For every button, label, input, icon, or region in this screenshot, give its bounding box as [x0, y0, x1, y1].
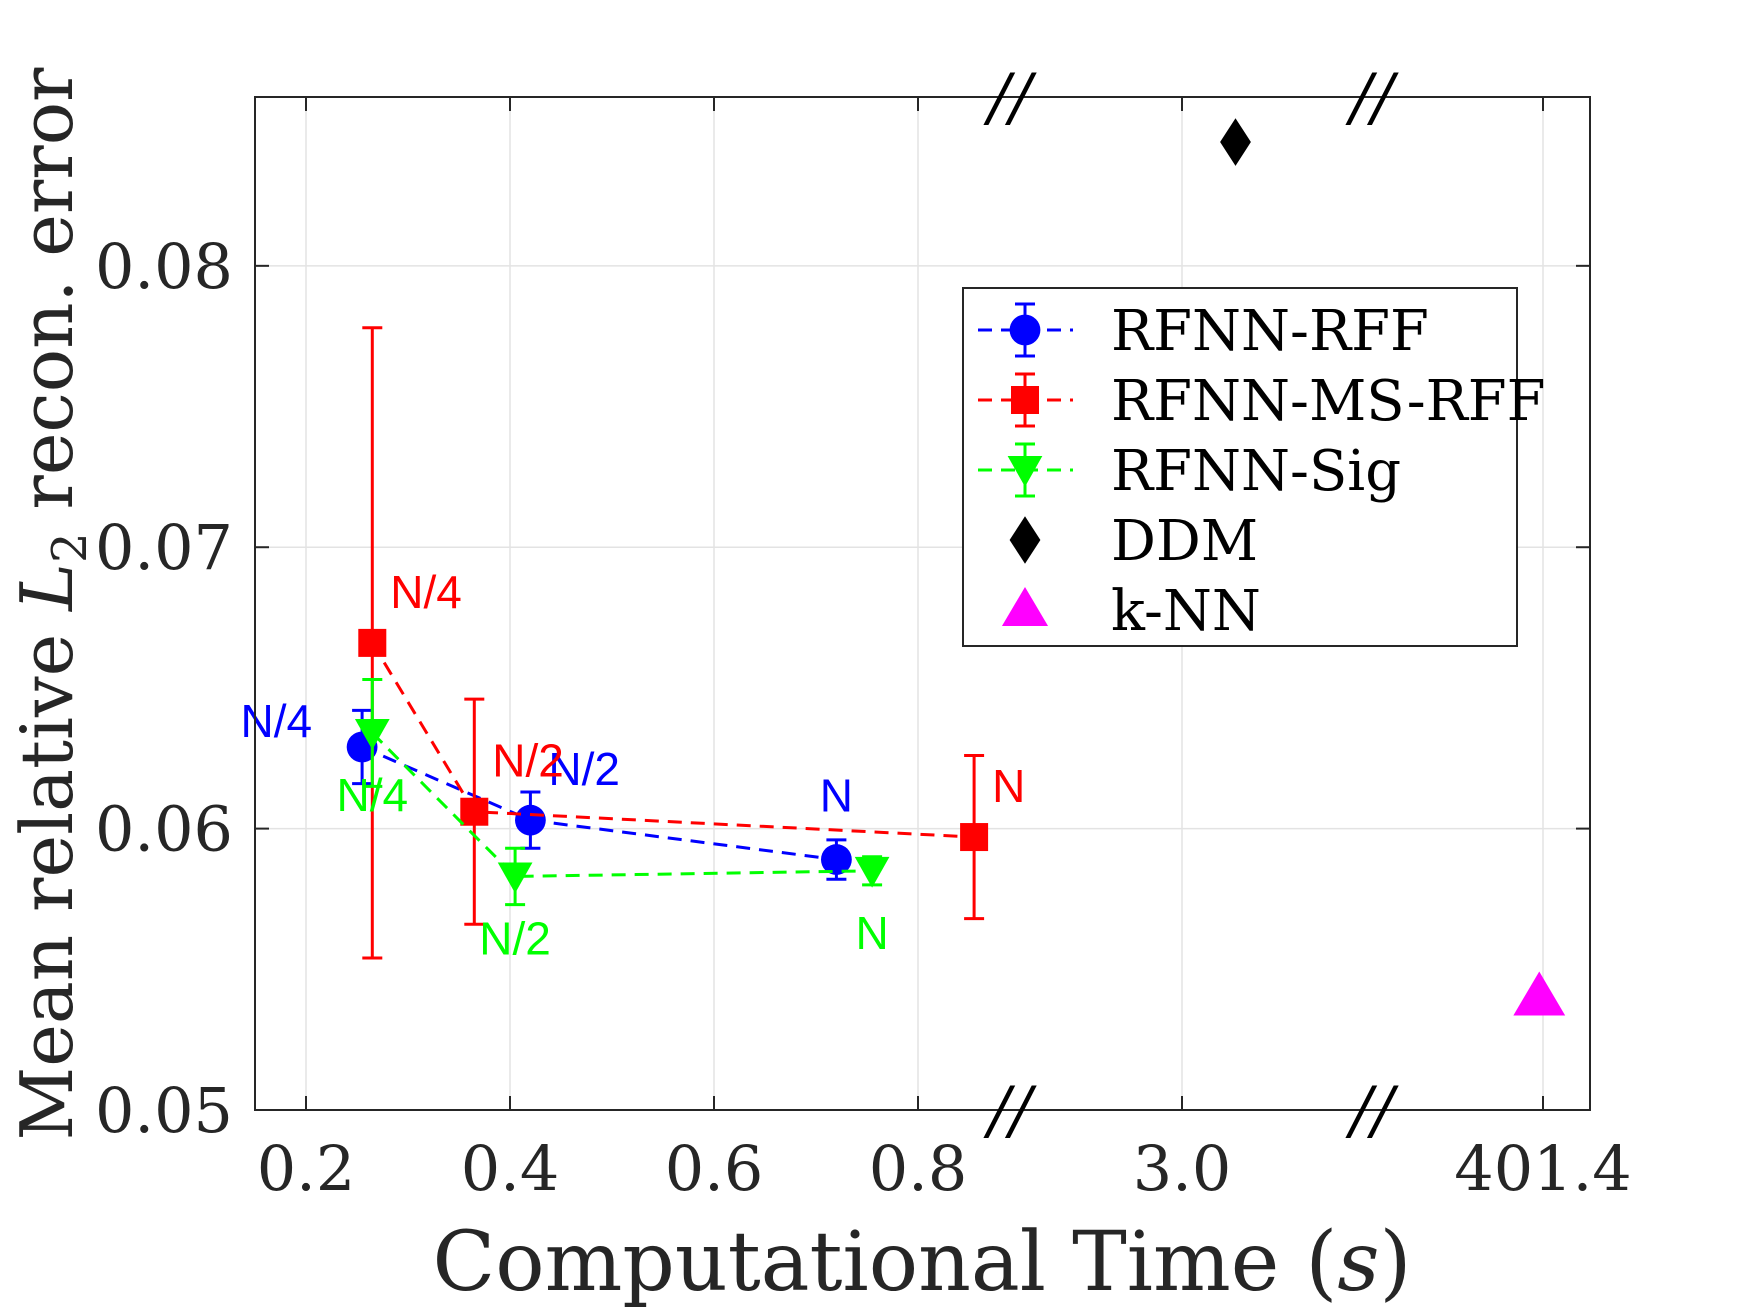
series-line: [371, 731, 873, 878]
data-point: [497, 862, 533, 894]
x-tick-label: 3.0: [1133, 1132, 1232, 1205]
series-rfnn-ms-rff: N/4 N/2 N: [358, 326, 1025, 960]
legend-label: RFNN-RFF: [1111, 299, 1429, 364]
data-label: N/2: [548, 743, 620, 795]
legend-marker: [1011, 386, 1039, 414]
data-point: [854, 856, 890, 888]
data-label: N: [820, 770, 853, 822]
data-label: N/2: [479, 912, 551, 964]
legend-entry: RFNN-RFF: [978, 299, 1429, 364]
x-tick-label: 0.6: [665, 1132, 764, 1205]
series-rfnn-sig: N/4 N/2 N: [337, 677, 890, 964]
legend-box: [962, 287, 1518, 647]
x-axis-label: Computational Time (s): [433, 1215, 1412, 1310]
legend-entry: k-NN: [1001, 579, 1261, 644]
data-label: N: [992, 760, 1025, 812]
data-label: N/4: [390, 566, 462, 618]
data-label: N/2: [492, 735, 564, 787]
legend-label: RFNN-Sig: [1111, 439, 1401, 504]
axis-break-mark: //: [1344, 61, 1399, 135]
tick-labels: 0.05 0.06 0.07 0.08 0.2 0.4 0.6 0.8 3.0 401.4: [95, 230, 1632, 1205]
series-layer: N/4 N/2 N N/4 N/2 N N/4 N/2 N: [241, 118, 1566, 1016]
legend-label: k-NN: [1111, 579, 1261, 644]
grid: [255, 97, 1590, 1110]
data-label: N: [855, 907, 888, 959]
series-k-nn: [1513, 971, 1566, 1016]
axis-breaks: // // // //: [982, 61, 1399, 1148]
data-label: N/4: [241, 695, 313, 747]
legend-entry: RFNN-MS-RFF: [978, 369, 1546, 434]
axis-break-mark: //: [982, 1074, 1037, 1148]
y-tick-label: 0.05: [95, 1074, 233, 1147]
x-tick-label: 0.8: [869, 1132, 968, 1205]
axis-break-mark: //: [1344, 1074, 1399, 1148]
data-point: [1513, 971, 1566, 1016]
series-ddm: [1220, 118, 1251, 166]
x-tick-label: 401.4: [1454, 1132, 1632, 1205]
data-point: [1220, 118, 1251, 166]
data-point: [354, 718, 390, 750]
axis-ticks: [255, 97, 1590, 1111]
x-tick-label: 0.4: [461, 1132, 560, 1205]
data-point: [358, 628, 387, 657]
data-point: [960, 823, 989, 852]
y-tick-label: 0.08: [95, 230, 233, 303]
legend-label: DDM: [1111, 509, 1258, 574]
legend-entry: RFNN-Sig: [978, 439, 1401, 504]
plot-frame: [254, 96, 1591, 1111]
legend-entry: DDM: [1009, 509, 1258, 574]
y-axis-label: Mean relative L2 recon. error: [5, 67, 98, 1141]
y-tick-label: 0.06: [95, 793, 233, 866]
y-tick-label: 0.07: [95, 511, 233, 584]
legend-label: RFNN-MS-RFF: [1111, 369, 1546, 434]
series-rfnn-rff: N/4 N/2 N: [241, 695, 853, 881]
legend-marker: [1009, 516, 1041, 564]
x-tick-label: 0.2: [257, 1132, 356, 1205]
legend-marker: [1001, 586, 1049, 626]
data-point: [821, 844, 852, 875]
legend-marker: [1009, 314, 1041, 346]
axis-break-mark: //: [982, 61, 1037, 135]
data-point: [460, 797, 489, 826]
data-label: N/4: [337, 769, 409, 821]
legend-marker: [1007, 456, 1043, 487]
data-point: [515, 804, 546, 836]
